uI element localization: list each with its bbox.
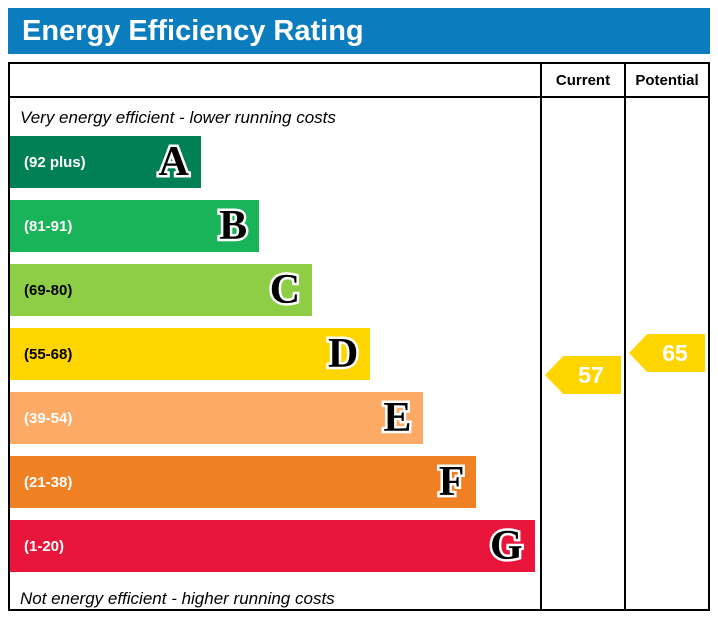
potential-rating-arrow-value: 65	[662, 339, 688, 366]
potential-column-header: Potential	[624, 64, 708, 96]
band-range-label: (1-20)	[24, 537, 65, 555]
band-row-f: (21-38) F	[10, 456, 540, 520]
band-row-e: (39-54) E	[10, 392, 540, 456]
band-letter: C	[267, 265, 302, 316]
bands-list: (92 plus) A (81-91) B (69-80) C (55-68) D (39-54…	[10, 136, 540, 584]
bottom-note: Not energy efficient - higher running co…	[20, 589, 335, 608]
table-header: Current Potential	[10, 64, 708, 98]
potential-rating-arrow: 65	[629, 334, 705, 372]
band-bar-f: (21-38) F	[10, 456, 477, 508]
band-letter: E	[381, 393, 414, 444]
page-title: Energy Efficiency Rating	[8, 8, 710, 54]
band-bar-c: (69-80) C	[10, 264, 313, 316]
current-column-header: Current	[540, 64, 624, 96]
band-bar-g: (1-20) G	[10, 520, 535, 572]
band-letter: B	[217, 201, 250, 252]
band-bar-b: (81-91) B	[10, 200, 260, 252]
table-body: Very energy efficient - lower running co…	[10, 98, 708, 609]
potential-column: 65	[624, 98, 708, 609]
bands-column: Very energy efficient - lower running co…	[10, 98, 540, 609]
band-row-g: (1-20) G	[10, 520, 540, 584]
current-rating-arrow-value: 57	[578, 361, 604, 388]
band-bar-a: (92 plus) A	[10, 136, 201, 188]
band-bar-d: (55-68) D	[10, 328, 371, 380]
top-note: Very energy efficient - lower running co…	[20, 108, 336, 127]
band-row-d: (55-68) D	[10, 328, 540, 392]
band-range-label: (92 plus)	[24, 153, 86, 171]
rating-table: Current Potential Very energy efficient …	[8, 62, 710, 611]
band-range-label: (21-38)	[24, 473, 73, 491]
band-letter: A	[156, 137, 191, 188]
current-column: 57	[540, 98, 624, 609]
band-range-label: (39-54)	[24, 409, 73, 427]
band-range-label: (81-91)	[24, 217, 73, 235]
band-letter: F	[436, 457, 467, 508]
band-row-c: (69-80) C	[10, 264, 540, 328]
band-letter: D	[326, 329, 361, 380]
band-range-label: (69-80)	[24, 281, 73, 299]
band-range-label: (55-68)	[24, 345, 73, 363]
header-spacer	[10, 64, 540, 96]
current-rating-arrow: 57	[545, 356, 621, 394]
band-row-b: (81-91) B	[10, 200, 540, 264]
band-letter: G	[488, 521, 526, 572]
band-row-a: (92 plus) A	[10, 136, 540, 200]
band-bar-e: (39-54) E	[10, 392, 424, 444]
